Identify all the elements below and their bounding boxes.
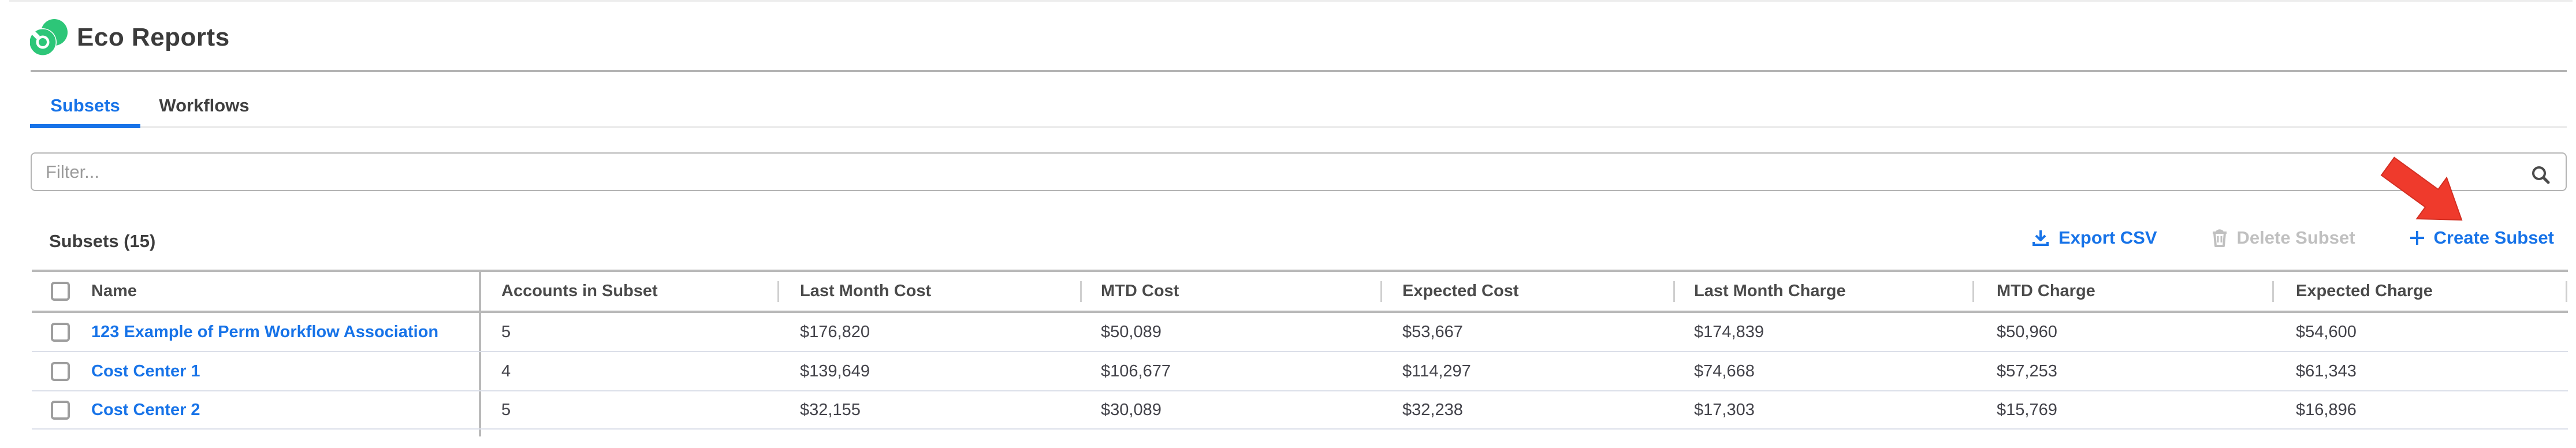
last-month-charge-value: $17,303	[1694, 400, 1755, 419]
table-header-row: Name Accounts in Subset Last Month Cost …	[32, 272, 2568, 313]
last-month-cost-value: $32,155	[800, 400, 861, 419]
active-tab-underline	[30, 124, 140, 128]
subsets-table: Name Accounts in Subset Last Month Cost …	[32, 270, 2568, 436]
column-header-name[interactable]: Name	[91, 282, 137, 300]
section-title: Subsets (15)	[49, 231, 156, 251]
column-header-last-month-cost[interactable]: Last Month Cost	[800, 282, 932, 300]
expected-cost-value: $53,667	[1402, 322, 1463, 341]
create-subset-button[interactable]: Create Subset	[2409, 227, 2554, 248]
mtd-charge-value: $50,960	[1997, 322, 2057, 341]
expected-cost-value: $114,297	[1402, 361, 1471, 380]
search-icon[interactable]	[2531, 165, 2551, 185]
subset-name-link[interactable]: Cost Center 1	[91, 361, 200, 380]
row-checkbox[interactable]	[51, 322, 70, 342]
mtd-charge-value: $57,253	[1997, 361, 2057, 380]
column-header-expected-cost[interactable]: Expected Cost	[1402, 282, 1519, 300]
trash-icon	[2212, 229, 2227, 247]
tabs-baseline	[31, 126, 2567, 128]
column-header-mtd-cost[interactable]: MTD Cost	[1101, 282, 1179, 300]
subset-name-link[interactable]: Cost Center 2	[91, 400, 200, 419]
mtd-cost-value: $50,089	[1101, 322, 1162, 341]
subset-name-link[interactable]: 123 Example of Perm Workflow Association	[91, 322, 439, 341]
expected-charge-value: $16,896	[2296, 400, 2357, 419]
plus-icon	[2410, 231, 2424, 245]
page-title: Eco Reports	[77, 23, 230, 51]
mtd-cost-value: $106,677	[1101, 361, 1171, 380]
select-all-checkbox[interactable]	[51, 282, 70, 301]
table-row: 123 Example of Perm Workflow Association…	[32, 313, 2568, 352]
page-top-border	[9, 0, 2573, 2]
delete-subset-button[interactable]: Delete Subset	[2210, 227, 2355, 248]
delete-subset-label: Delete Subset	[2236, 227, 2355, 248]
tab-workflows[interactable]: Workflows	[159, 95, 250, 115]
tab-subsets[interactable]: Subsets	[50, 95, 120, 115]
accounts-in-subset-value: 5	[501, 400, 511, 419]
row-checkbox[interactable]	[51, 361, 70, 381]
export-csv-label: Export CSV	[2058, 227, 2157, 248]
last-month-cost-value: $139,649	[800, 361, 870, 380]
table-actions: Export CSV Delete Subset Create Subset	[2031, 227, 2554, 248]
column-header-expected-charge[interactable]: Expected Charge	[2296, 282, 2433, 300]
last-month-cost-value: $176,820	[800, 322, 870, 341]
last-month-charge-value: $74,668	[1694, 361, 1755, 380]
column-header-last-month-charge[interactable]: Last Month Charge	[1694, 282, 1846, 300]
accounts-in-subset-value: 5	[501, 322, 511, 341]
table-row: Cost Center 1 4 $139,649 $106,677 $114,2…	[32, 352, 2568, 391]
last-month-charge-value: $174,839	[1694, 322, 1764, 341]
export-csv-button[interactable]: Export CSV	[2031, 227, 2157, 248]
mtd-charge-value: $15,769	[1997, 400, 2057, 419]
column-header-accounts-in-subset[interactable]: Accounts in Subset	[501, 282, 658, 300]
header-divider	[31, 70, 2567, 72]
accounts-in-subset-value: 4	[501, 361, 511, 380]
name-column-divider	[479, 270, 481, 436]
expected-charge-value: $61,343	[2296, 361, 2357, 380]
row-checkbox[interactable]	[51, 400, 70, 420]
expected-cost-value: $32,238	[1402, 400, 1463, 419]
download-icon	[2032, 230, 2049, 246]
column-header-mtd-charge[interactable]: MTD Charge	[1997, 282, 2095, 300]
mtd-cost-value: $30,089	[1101, 400, 1162, 419]
eco-logo-icon	[30, 19, 68, 56]
table-row: Cost Center 2 5 $32,155 $30,089 $32,238 …	[32, 391, 2568, 430]
expected-charge-value: $54,600	[2296, 322, 2357, 341]
filter-input[interactable]	[31, 152, 2567, 191]
create-subset-label: Create Subset	[2433, 227, 2554, 248]
